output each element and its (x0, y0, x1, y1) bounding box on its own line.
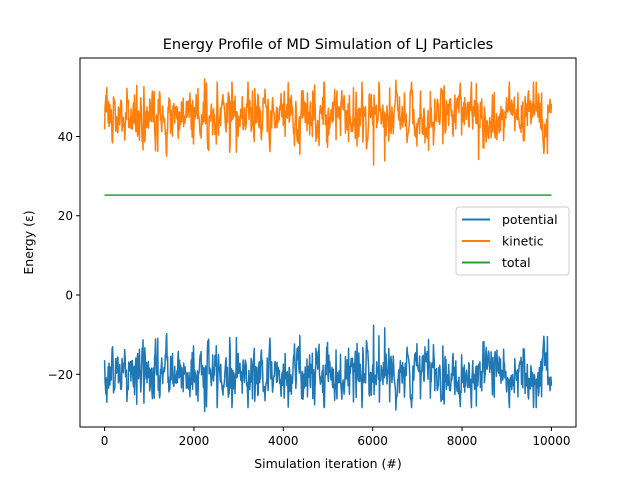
legend-box (455, 206, 570, 276)
x-tick-label: 2000 (179, 434, 210, 448)
y-tick-label: 0 (65, 289, 73, 303)
legend: potential kinetic total (455, 206, 570, 276)
legend-label-total: total (502, 255, 531, 270)
x-tick-label: 4000 (268, 434, 299, 448)
y-tick-label: 20 (58, 209, 73, 223)
y-tick-label: 40 (58, 130, 73, 144)
axis-ticks: 0 2000 4000 6000 8000 10000 −20 0 20 40 (48, 130, 571, 448)
x-tick-label: 6000 (357, 434, 388, 448)
legend-label-kinetic: kinetic (502, 234, 544, 249)
chart-title: Energy Profile of MD Simulation of LJ Pa… (163, 37, 493, 53)
x-tick-label: 8000 (447, 434, 478, 448)
y-axis-label: Energy (ε) (21, 210, 36, 274)
series-line-kinetic (103, 78, 553, 166)
x-tick-label: 0 (101, 434, 109, 448)
x-axis-label: Simulation iteration (#) (254, 456, 402, 471)
y-tick-label: −20 (48, 368, 73, 382)
series-line-potential (103, 324, 553, 413)
axes-frame (79, 57, 577, 428)
plot-lines (103, 78, 553, 413)
legend-label-potential: potential (502, 212, 558, 227)
x-tick-label: 10000 (532, 434, 570, 448)
